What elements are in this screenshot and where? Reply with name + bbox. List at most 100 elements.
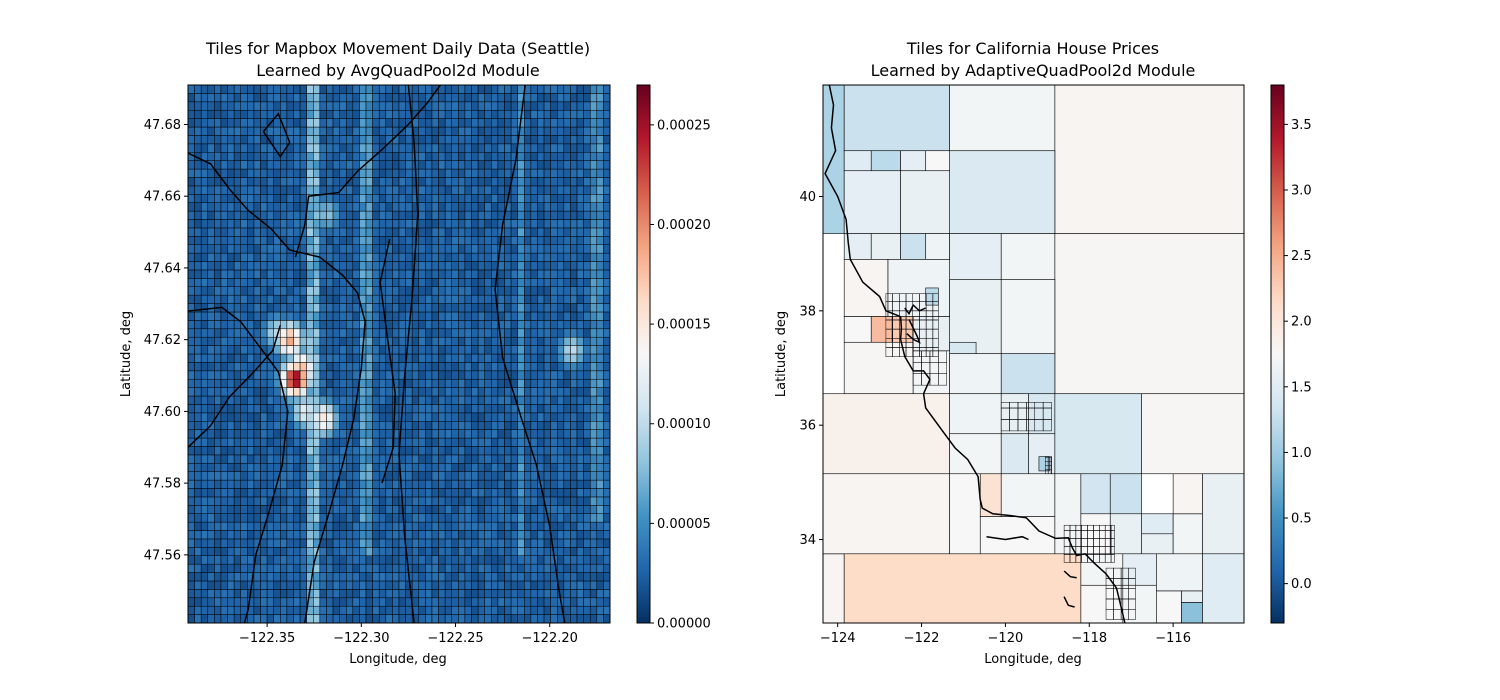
tile <box>332 126 340 136</box>
tile <box>313 378 321 388</box>
tile <box>444 353 453 363</box>
tile <box>418 93 426 103</box>
tile <box>477 437 485 447</box>
tile <box>444 143 453 153</box>
tile <box>497 101 505 111</box>
tile <box>372 118 380 128</box>
tile <box>293 345 301 355</box>
tile <box>253 488 261 498</box>
tile <box>188 101 195 111</box>
tile <box>458 387 466 397</box>
tile <box>286 563 294 573</box>
tile <box>464 555 472 565</box>
tile <box>372 454 380 464</box>
tile <box>444 563 453 573</box>
tile <box>313 286 321 296</box>
tile <box>227 294 235 304</box>
tile <box>405 605 413 615</box>
tile <box>596 135 604 145</box>
tile <box>260 488 268 498</box>
tile <box>266 597 274 607</box>
tile <box>1172 513 1203 555</box>
tile <box>596 597 604 607</box>
tile <box>339 572 347 582</box>
tile <box>372 126 380 136</box>
tile <box>603 538 610 548</box>
tile <box>425 387 433 397</box>
tile <box>253 572 261 582</box>
tile <box>220 505 228 514</box>
tile <box>451 538 459 548</box>
tile <box>438 437 446 447</box>
tile <box>359 597 367 607</box>
tile <box>332 370 340 380</box>
tile <box>359 109 367 119</box>
tile <box>464 614 472 623</box>
tile <box>392 202 400 212</box>
tile <box>326 395 334 405</box>
tile <box>214 370 222 380</box>
tile <box>346 219 354 229</box>
tile <box>332 177 340 187</box>
tile <box>392 530 400 540</box>
tile <box>491 505 499 514</box>
tile <box>240 85 248 94</box>
tile <box>365 429 373 439</box>
tile <box>1181 590 1203 603</box>
tile <box>188 454 195 464</box>
tile <box>1141 393 1244 475</box>
tile <box>471 479 479 489</box>
tile <box>240 395 248 405</box>
tile <box>458 421 466 430</box>
tile <box>517 479 525 489</box>
tile <box>411 513 420 523</box>
tile <box>214 353 222 363</box>
tile <box>550 479 558 489</box>
tile <box>563 421 571 430</box>
tile <box>431 395 439 405</box>
tile <box>200 227 209 237</box>
tile <box>464 236 472 245</box>
coastline <box>188 325 282 448</box>
tile <box>596 446 604 456</box>
tile <box>411 395 420 405</box>
tile <box>253 185 261 195</box>
tile <box>431 286 439 296</box>
tile <box>240 126 248 136</box>
tile <box>188 269 195 279</box>
tile <box>339 605 347 615</box>
tile <box>557 479 565 489</box>
tile <box>596 286 604 296</box>
tile <box>280 597 288 607</box>
tile <box>273 244 281 254</box>
tile <box>504 496 512 506</box>
tile <box>293 261 301 271</box>
tile <box>543 328 551 338</box>
tile <box>583 118 591 128</box>
tile <box>273 421 281 430</box>
tile <box>444 345 453 355</box>
tile <box>444 521 453 531</box>
tile <box>286 538 294 548</box>
tile <box>378 412 387 422</box>
tile <box>418 437 426 447</box>
tile <box>313 320 321 330</box>
tile <box>398 580 406 590</box>
tile <box>247 135 255 145</box>
tile <box>299 538 307 548</box>
tile <box>530 597 538 607</box>
tile <box>346 555 354 565</box>
tile <box>378 85 387 94</box>
tile <box>405 252 413 262</box>
tile <box>464 177 472 187</box>
tile <box>550 286 558 296</box>
tile <box>339 345 347 355</box>
tile <box>286 278 294 287</box>
tile <box>451 421 459 430</box>
tile <box>220 353 228 363</box>
tile <box>504 488 512 498</box>
tile <box>240 547 248 557</box>
tile <box>458 370 466 380</box>
tile <box>537 547 545 557</box>
tile <box>451 118 459 128</box>
